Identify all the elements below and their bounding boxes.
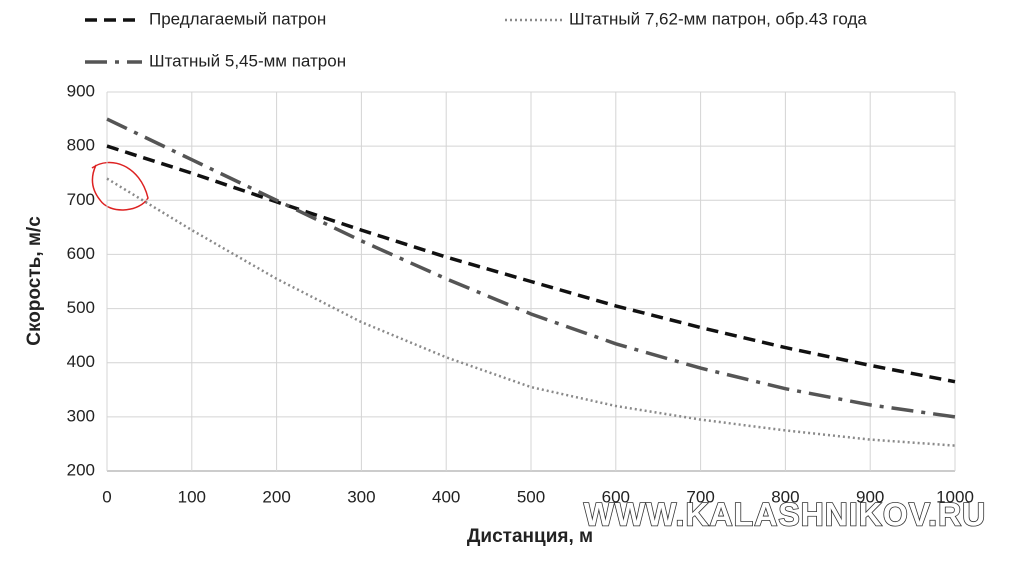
x-tick-label: 900 xyxy=(856,487,884,506)
x-tick-label: 600 xyxy=(602,487,630,506)
series-line xyxy=(106,177,956,447)
legend-label: Штатный 5,45-мм патрон xyxy=(149,51,346,70)
y-tick-label: 500 xyxy=(67,298,95,317)
watermark: WWW.KALASHNIKOV.RU xyxy=(584,496,987,532)
x-tick-label: 0 xyxy=(102,487,111,506)
x-tick-label: 1000 xyxy=(936,487,974,506)
x-tick-label: 100 xyxy=(178,487,206,506)
annotation-circle xyxy=(91,161,149,211)
y-axis-title: Скорость, м/с xyxy=(24,216,45,346)
x-tick-label: 700 xyxy=(686,487,714,506)
series-line xyxy=(106,117,956,419)
y-tick-label: 300 xyxy=(67,406,95,425)
plot: 200 300 400 500 600 700 800 900 0 100 200 300 400 500… xyxy=(67,9,974,506)
x-axis-title: Дистанция, м xyxy=(467,526,593,547)
y-tick-label: 400 xyxy=(67,352,95,371)
legend-label: Штатный 7,62-мм патрон, обр.43 года xyxy=(569,9,867,28)
legend-label: Предлагаемый патрон xyxy=(149,9,326,28)
x-tick-label: 500 xyxy=(517,487,545,506)
x-tick-label: 800 xyxy=(771,487,799,506)
y-tick-label: 200 xyxy=(67,460,95,479)
y-tick-label: 700 xyxy=(67,190,95,209)
series-line xyxy=(106,144,956,384)
x-tick-label: 300 xyxy=(347,487,375,506)
y-tick-label: 800 xyxy=(67,136,95,155)
y-tick-label: 600 xyxy=(67,244,95,263)
x-tick-label: 200 xyxy=(262,487,290,506)
y-tick-label: 900 xyxy=(67,81,95,100)
x-tick-label: 400 xyxy=(432,487,460,506)
